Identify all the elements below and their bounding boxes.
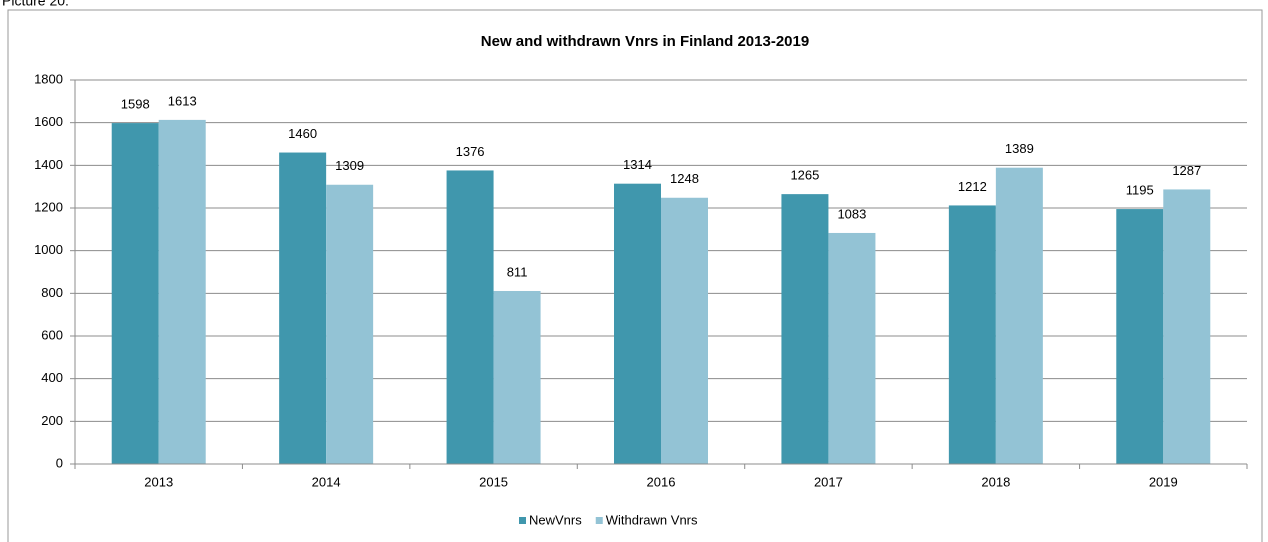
bar — [948, 205, 996, 464]
x-tick-label: 2013 — [144, 474, 173, 489]
y-tick-label: 1600 — [34, 114, 63, 129]
y-tick-label: 800 — [41, 285, 63, 300]
x-tick-label: 2015 — [479, 474, 508, 489]
data-label: 1598 — [121, 97, 150, 112]
y-tick-label: 1000 — [34, 242, 63, 257]
bar — [326, 184, 374, 464]
y-tick-label: 200 — [41, 413, 63, 428]
data-label: 1195 — [1126, 183, 1154, 198]
data-label: 1248 — [670, 171, 699, 186]
bar — [614, 183, 661, 464]
bar — [1163, 189, 1211, 464]
chart-border — [7, 9, 1263, 542]
bar — [279, 152, 327, 465]
x-tick-label: 2016 — [647, 474, 676, 489]
y-tick-label: 600 — [41, 327, 63, 342]
x-tick-label: 2014 — [312, 474, 341, 489]
y-tick-label: 1200 — [34, 199, 63, 214]
data-label: 1460 — [288, 126, 317, 141]
x-tick-label: 2017 — [814, 474, 843, 489]
data-label: 1265 — [790, 168, 819, 183]
bar — [1116, 209, 1164, 464]
data-label: 1613 — [168, 93, 197, 108]
bar — [995, 167, 1043, 464]
bar — [828, 232, 876, 464]
data-label: 1314 — [623, 157, 652, 172]
bar — [493, 290, 541, 464]
x-tick-label: 2018 — [981, 474, 1010, 489]
caption: Picture 20: — [2, 0, 69, 9]
y-tick-label: 1400 — [34, 157, 63, 172]
data-label: 811 — [507, 264, 528, 279]
data-label: 1309 — [335, 158, 364, 173]
data-label: 1389 — [1005, 141, 1034, 156]
bar — [446, 170, 494, 464]
data-label: 1083 — [837, 206, 866, 221]
data-label: 1287 — [1172, 163, 1201, 178]
x-tick-label: 2019 — [1149, 474, 1178, 489]
bar — [158, 119, 206, 464]
bar — [781, 194, 829, 464]
chart-title: New and withdrawn Vnrs in Finland 2013-2… — [481, 33, 809, 50]
bar — [111, 123, 159, 465]
legend-label: Withdrawn Vnrs — [606, 512, 698, 527]
data-label: 1376 — [456, 144, 485, 159]
data-label: 1212 — [958, 179, 987, 194]
y-tick-label: 0 — [56, 455, 63, 470]
bar — [661, 197, 708, 464]
legend-label: NewVnrs — [529, 512, 582, 527]
legend-swatch — [519, 517, 526, 524]
legend-swatch — [595, 517, 603, 524]
y-tick-label: 1800 — [34, 71, 63, 86]
y-tick-label: 400 — [41, 370, 63, 385]
